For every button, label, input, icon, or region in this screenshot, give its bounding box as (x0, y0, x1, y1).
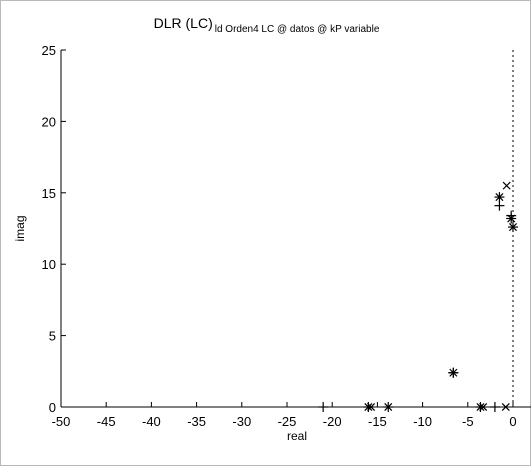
y-tick-label: 10 (42, 257, 56, 272)
y-tick-label: 25 (42, 43, 56, 58)
plot-axes (60, 50, 531, 408)
y-tick-label: 15 (42, 186, 56, 201)
y-tick-label: 0 (49, 400, 56, 415)
x-tick-label: -10 (413, 414, 432, 429)
x-tick-label: -15 (368, 414, 387, 429)
plus-marker (448, 367, 459, 378)
chart-title: DLR (LC) ld Orden4 LC @ datos @ kP variab… (1, 15, 531, 35)
x-marker (501, 402, 510, 412)
y-axis: 0 5 10 15 20 25 (42, 43, 66, 415)
star-marker (494, 192, 505, 203)
plus-marker (494, 200, 505, 211)
plus-marker (318, 402, 329, 412)
y-axis-label: imag (13, 215, 27, 241)
x-marker (502, 181, 511, 190)
star-marker (383, 402, 394, 412)
star-marker (508, 222, 518, 233)
data-points (318, 181, 518, 412)
x-tick-label: -50 (52, 414, 71, 429)
x-tick-label: -35 (187, 414, 206, 429)
x-tick-label: -25 (278, 414, 297, 429)
plus-marker (506, 210, 517, 221)
title-main: DLR (LC) (153, 15, 213, 31)
x-tick-label: -20 (323, 414, 342, 429)
y-tick-label: 5 (49, 329, 56, 344)
x-marker (479, 402, 488, 412)
x-tick-label: 0 (509, 414, 516, 429)
x-marker (367, 402, 376, 412)
x-axis-label: real (287, 429, 307, 443)
x-tick-label: -40 (142, 414, 161, 429)
x-axis: -50 -45 -40 -35 -30 -25 -20 -15 -10 -5 0 (52, 402, 517, 429)
plus-marker (489, 402, 500, 412)
x-tick-label: -30 (232, 414, 251, 429)
reference-lines (61, 50, 531, 408)
title-subscript: ld Orden4 LC @ datos @ kP variable (214, 24, 380, 35)
y-tick-label: 20 (42, 114, 56, 129)
x-tick-label: -5 (462, 414, 474, 429)
x-tick-label: -45 (97, 414, 116, 429)
